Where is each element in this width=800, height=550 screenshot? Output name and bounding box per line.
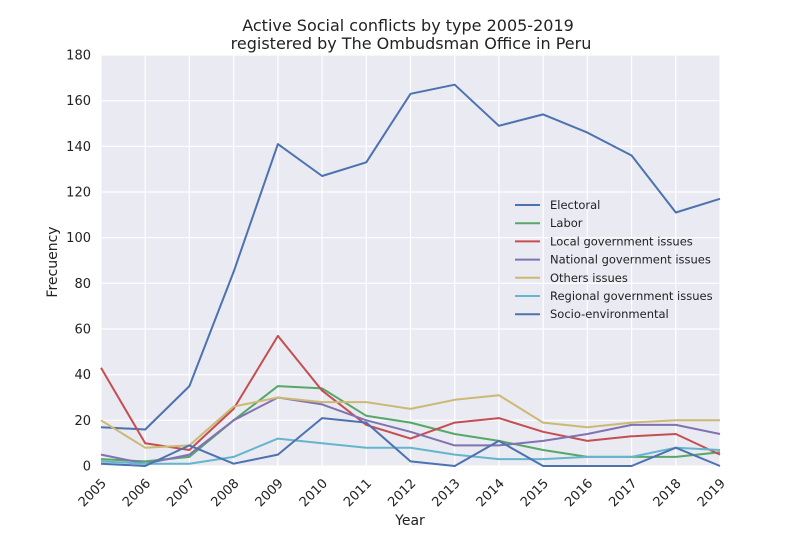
y-tick-label: 180 bbox=[66, 49, 91, 64]
x-axis-label: Year bbox=[394, 513, 425, 529]
y-tick-label: 40 bbox=[74, 368, 91, 383]
y-tick-label: 0 bbox=[83, 460, 91, 475]
y-tick-label: 160 bbox=[66, 94, 91, 109]
x-tick-label: 2011 bbox=[341, 476, 375, 510]
legend-label: Regional government issues bbox=[550, 289, 713, 303]
series-line-national-government-issues bbox=[100, 396, 721, 465]
x-tick-label: 2015 bbox=[518, 476, 552, 510]
y-tick-label: 80 bbox=[74, 277, 91, 292]
y-tick-label: 100 bbox=[66, 231, 91, 246]
x-tick-label: 2014 bbox=[474, 476, 508, 510]
x-tick-labels: 2005 2006 2007 2008 2009 2010 2011 2012 2013 2014… bbox=[76, 476, 729, 510]
series-line-local-government-issues bbox=[100, 334, 721, 456]
x-tick-label: 2017 bbox=[606, 476, 640, 510]
series-line-electoral bbox=[100, 83, 721, 431]
x-tick-label: 2008 bbox=[208, 476, 242, 510]
legend: Electoral Labor Local government issues Nat… bbox=[515, 198, 713, 321]
series-lines bbox=[100, 83, 721, 467]
y-tick-labels: 0 20 40 60 80 100 120 140 160 180 bbox=[66, 49, 91, 475]
x-tick-label: 2009 bbox=[253, 476, 287, 510]
legend-label: Labor bbox=[550, 216, 583, 230]
legend-label: Others issues bbox=[550, 271, 628, 285]
x-tick-label: 2007 bbox=[164, 476, 198, 510]
chart-subtitle: registered by The Ombudsman Office in Pe… bbox=[231, 34, 592, 53]
legend-label: Socio-environmental bbox=[550, 307, 669, 321]
x-tick-label: 2013 bbox=[430, 476, 464, 510]
x-tick-label: 2012 bbox=[385, 476, 419, 510]
series-line-others-issues bbox=[100, 394, 720, 449]
y-axis-label: Frecuency bbox=[45, 226, 61, 297]
series-line-regional-government-issues bbox=[100, 437, 721, 465]
y-tick-label: 140 bbox=[66, 140, 91, 155]
y-tick-label: 60 bbox=[74, 323, 91, 338]
chart-title: Active Social conflicts by type 2005-201… bbox=[242, 16, 574, 35]
legend-label: National government issues bbox=[550, 253, 711, 267]
x-tick-label: 2018 bbox=[651, 476, 685, 510]
legend-label: Electoral bbox=[550, 198, 600, 212]
y-tick-label: 20 bbox=[74, 414, 91, 429]
x-tick-label: 2005 bbox=[76, 476, 110, 510]
x-tick-label: 2019 bbox=[695, 476, 729, 510]
series-line-socio-environmental bbox=[100, 417, 721, 467]
x-tick-label: 2016 bbox=[562, 476, 596, 510]
y-tick-label: 120 bbox=[66, 186, 91, 201]
legend-label: Local government issues bbox=[550, 234, 693, 248]
x-tick-label: 2006 bbox=[120, 476, 154, 510]
grid bbox=[100, 54, 721, 467]
x-tick-label: 2010 bbox=[297, 476, 331, 510]
